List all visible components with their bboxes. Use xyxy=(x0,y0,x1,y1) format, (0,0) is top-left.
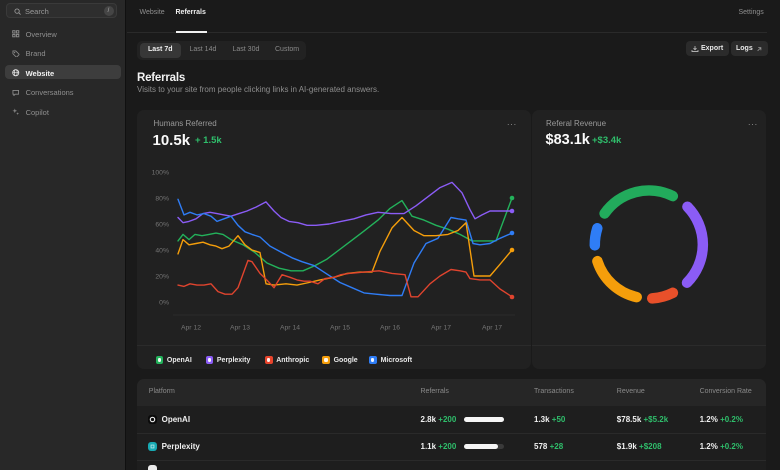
svg-text:100%: 100% xyxy=(152,169,169,176)
svg-text:Apr 16: Apr 16 xyxy=(380,325,400,332)
svg-text:Apr 17: Apr 17 xyxy=(431,325,451,332)
svg-text:0%: 0% xyxy=(159,299,169,306)
svg-text:Apr 14: Apr 14 xyxy=(280,325,300,332)
svg-text:60%: 60% xyxy=(155,221,169,228)
svg-text:Apr 13: Apr 13 xyxy=(230,325,250,332)
svg-text:Apr 15: Apr 15 xyxy=(330,325,350,332)
svg-text:80%: 80% xyxy=(155,195,169,202)
svg-text:40%: 40% xyxy=(155,247,169,254)
svg-text:20%: 20% xyxy=(155,273,169,280)
svg-text:Apr 12: Apr 12 xyxy=(181,325,201,332)
svg-text:Apr 17: Apr 17 xyxy=(482,325,502,332)
